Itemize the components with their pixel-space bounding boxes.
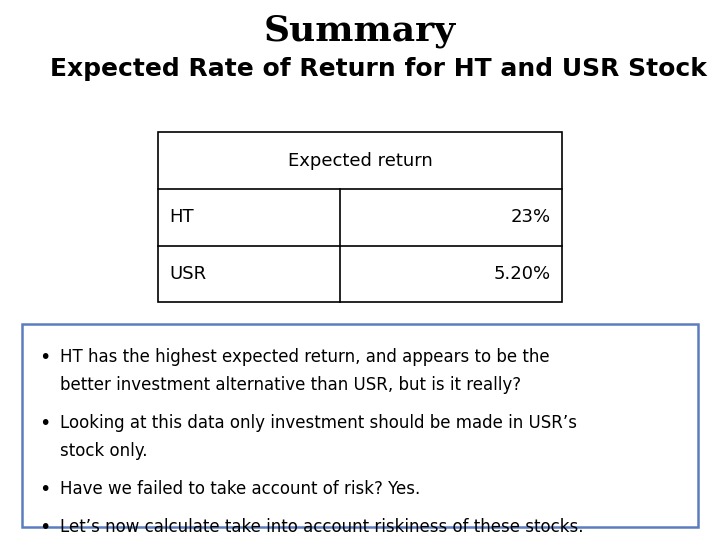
Text: Looking at this data only investment should be made in USR’s: Looking at this data only investment sho… xyxy=(60,414,577,432)
Text: Expected return: Expected return xyxy=(287,152,433,170)
Text: Let’s now calculate take into account riskiness of these stocks.: Let’s now calculate take into account ri… xyxy=(60,518,583,536)
Text: HT: HT xyxy=(169,208,194,226)
Text: Summary: Summary xyxy=(264,14,456,48)
Text: •: • xyxy=(40,414,51,433)
Text: better investment alternative than USR, but is it really?: better investment alternative than USR, … xyxy=(60,376,521,394)
Text: •: • xyxy=(40,518,51,537)
Text: Have we failed to take account of risk? Yes.: Have we failed to take account of risk? … xyxy=(60,480,420,498)
Text: HT has the highest expected return, and appears to be the: HT has the highest expected return, and … xyxy=(60,348,549,366)
FancyBboxPatch shape xyxy=(22,324,698,526)
Text: USR: USR xyxy=(169,265,207,283)
Text: •: • xyxy=(40,348,51,367)
Text: stock only.: stock only. xyxy=(60,442,148,460)
Text: 23%: 23% xyxy=(510,208,551,226)
Text: •: • xyxy=(40,480,51,499)
Text: 5.20%: 5.20% xyxy=(494,265,551,283)
Text: Expected Rate of Return for HT and USR Stock: Expected Rate of Return for HT and USR S… xyxy=(50,57,707,80)
